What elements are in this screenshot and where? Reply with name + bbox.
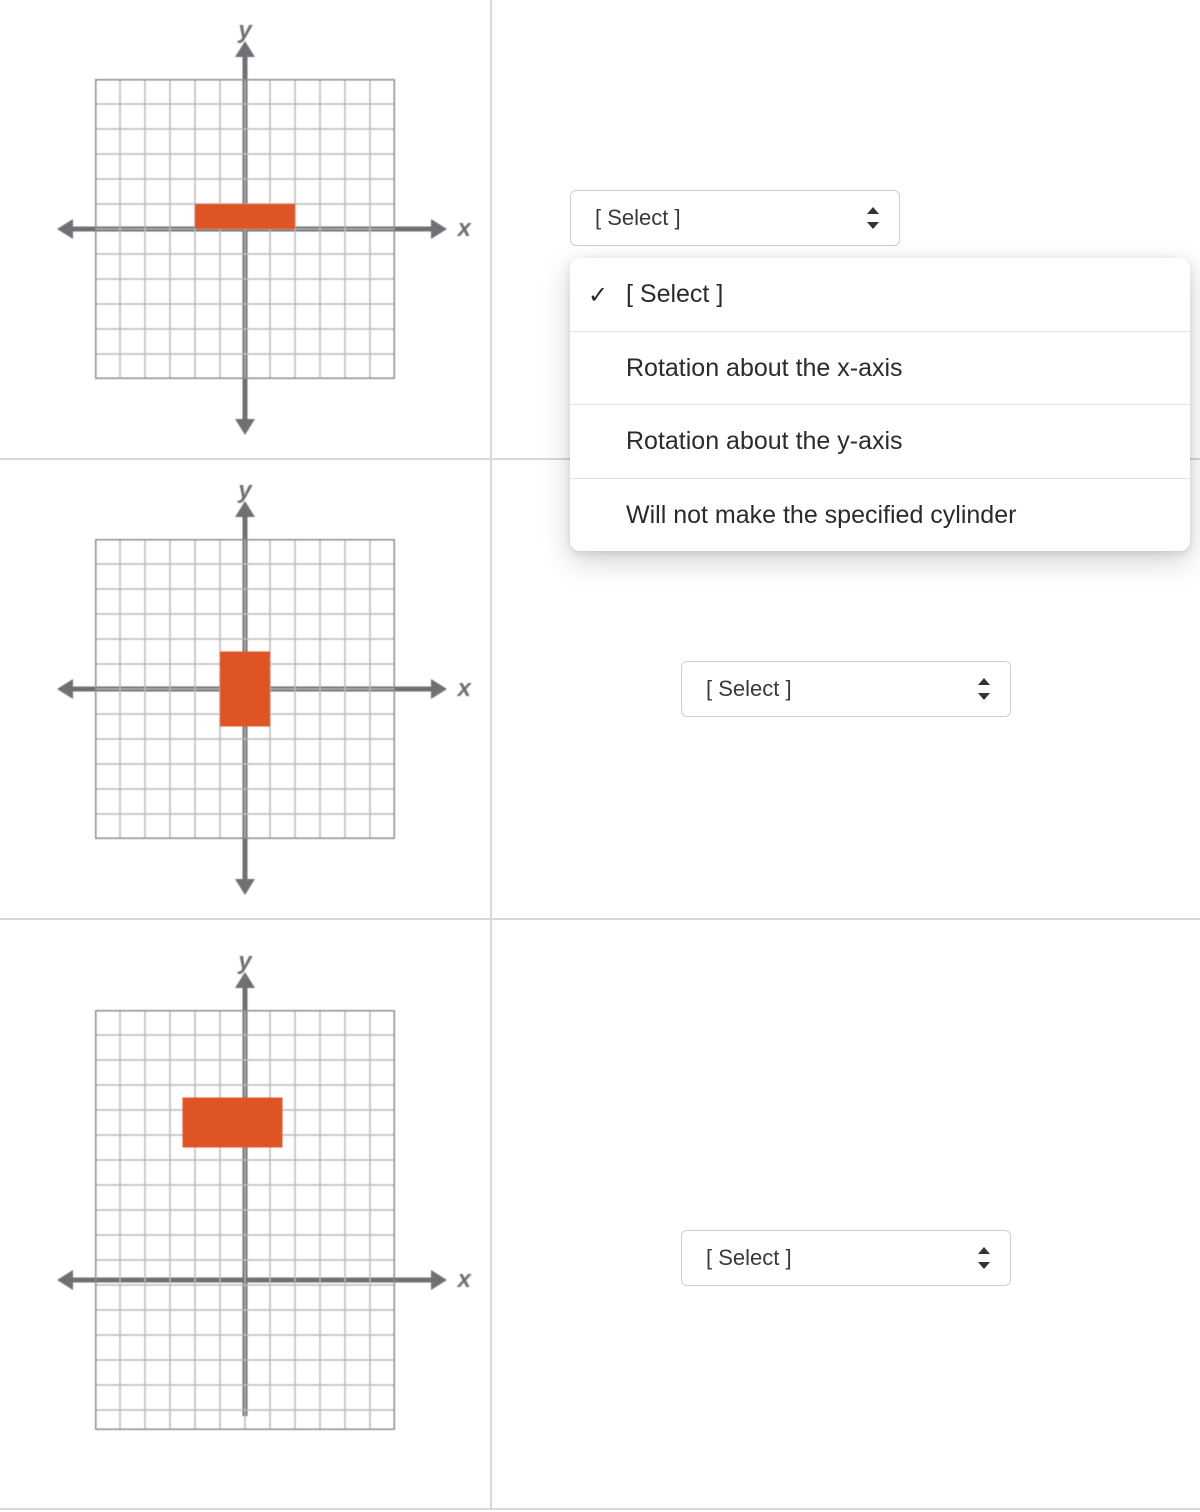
arrow-down-icon xyxy=(235,419,255,435)
arrow-up-icon xyxy=(235,972,255,988)
select-dropdown-2[interactable]: [ Select ] xyxy=(681,661,1011,717)
graph-cell-1: y x xyxy=(0,0,492,458)
arrow-left-icon xyxy=(57,1270,73,1290)
answer-cell-1: [ Select ] ✓ [ Select ] Rotation about t… xyxy=(492,0,1200,458)
arrow-up-icon xyxy=(235,501,255,517)
dropdown-option-label: [ Select ] xyxy=(626,280,723,308)
x-axis-label: x xyxy=(458,215,471,243)
grid-1 xyxy=(95,79,395,379)
chevron-up-down-icon xyxy=(976,678,992,700)
x-axis-label: x xyxy=(458,675,471,703)
arrow-left-icon xyxy=(57,219,73,239)
chevron-up-down-icon xyxy=(976,1247,992,1269)
dropdown-option-will-not[interactable]: Will not make the specified cylinder xyxy=(570,479,1190,552)
dropdown-option-y-axis[interactable]: Rotation about the y-axis xyxy=(570,405,1190,479)
grid-3 xyxy=(95,1010,395,1430)
graph-3: y x xyxy=(25,940,465,1500)
graph-1: y x xyxy=(25,9,465,449)
dropdown-option-select[interactable]: ✓ [ Select ] xyxy=(570,258,1190,332)
arrow-left-icon xyxy=(57,679,73,699)
graph-2: y x xyxy=(25,469,465,909)
arrow-down-icon xyxy=(235,879,255,895)
select-placeholder: [ Select ] xyxy=(706,1245,792,1271)
dropdown-panel: ✓ [ Select ] Rotation about the x-axis R… xyxy=(570,258,1190,551)
arrow-right-icon xyxy=(431,219,447,239)
graph-cell-3: y x xyxy=(0,920,492,1508)
select-dropdown-1[interactable]: [ Select ] xyxy=(570,190,900,246)
check-icon: ✓ xyxy=(588,280,608,311)
arrow-right-icon xyxy=(431,679,447,699)
chevron-up-down-icon xyxy=(865,207,881,229)
select-placeholder: [ Select ] xyxy=(706,676,792,702)
question-row-3: y x [ Select ] xyxy=(0,920,1200,1510)
dropdown-option-label: Rotation about the y-axis xyxy=(626,427,903,455)
dropdown-option-label: Rotation about the x-axis xyxy=(626,354,903,382)
graph-cell-2: y x xyxy=(0,460,492,918)
select-placeholder: [ Select ] xyxy=(595,205,681,231)
dropdown-option-x-axis[interactable]: Rotation about the x-axis xyxy=(570,332,1190,406)
arrow-right-icon xyxy=(431,1270,447,1290)
x-axis-label: x xyxy=(458,1266,471,1294)
select-dropdown-3[interactable]: [ Select ] xyxy=(681,1230,1011,1286)
question-row-1: y x [ Select ] ✓ [ Select ] Rotation abo… xyxy=(0,0,1200,460)
answer-cell-3: [ Select ] xyxy=(492,920,1200,1508)
grid-2 xyxy=(95,539,395,839)
arrow-up-icon xyxy=(235,41,255,57)
dropdown-option-label: Will not make the specified cylinder xyxy=(626,501,1016,529)
